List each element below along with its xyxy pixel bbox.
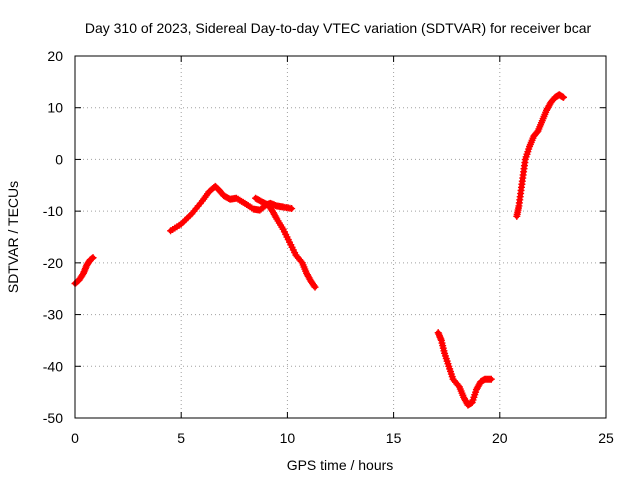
- series-segment-5: [513, 91, 568, 220]
- x-axis-label: GPS time / hours: [287, 457, 394, 473]
- data-point: [311, 283, 319, 291]
- data-point: [487, 375, 495, 383]
- x-tick-label: 5: [177, 430, 185, 446]
- y-tick-label: -50: [43, 410, 63, 426]
- y-tick-label: 0: [55, 151, 63, 167]
- x-tick-label: 20: [492, 430, 508, 446]
- y-tick-label: -10: [43, 203, 63, 219]
- y-axis-label: SDTVAR / TECUs: [5, 181, 21, 293]
- y-tick-label: 20: [47, 48, 63, 64]
- data-point: [310, 282, 318, 290]
- y-tick-label: -30: [43, 307, 63, 323]
- x-tick-label: 15: [386, 430, 402, 446]
- data-point: [288, 205, 296, 213]
- x-tick-label: 10: [280, 430, 296, 446]
- data-point: [89, 254, 97, 262]
- y-tick-label: 10: [47, 100, 63, 116]
- x-tick-label: 0: [71, 430, 79, 446]
- series-segment-2: [167, 182, 296, 235]
- y-tick-label: -40: [43, 358, 63, 374]
- data-point: [454, 381, 462, 389]
- data-point: [272, 213, 280, 221]
- data-point: [560, 93, 568, 101]
- data-layer: [71, 91, 568, 409]
- plot-border: [74, 55, 607, 419]
- data-point: [297, 257, 305, 265]
- chart-title: Day 310 of 2023, Sidereal Day-to-day VTE…: [85, 20, 592, 36]
- x-tick-label: 25: [598, 430, 614, 446]
- series-segment-4: [434, 329, 495, 409]
- plot-area-background: [75, 56, 606, 418]
- y-tick-label: -20: [43, 255, 63, 271]
- series-segment-1: [71, 254, 97, 288]
- ticks: [74, 55, 607, 419]
- series-segment-3: [252, 194, 319, 291]
- tick-labels: 0 5 10 15 20 25 -50 -40 -30 -20 -10 0 10 20: [43, 48, 614, 446]
